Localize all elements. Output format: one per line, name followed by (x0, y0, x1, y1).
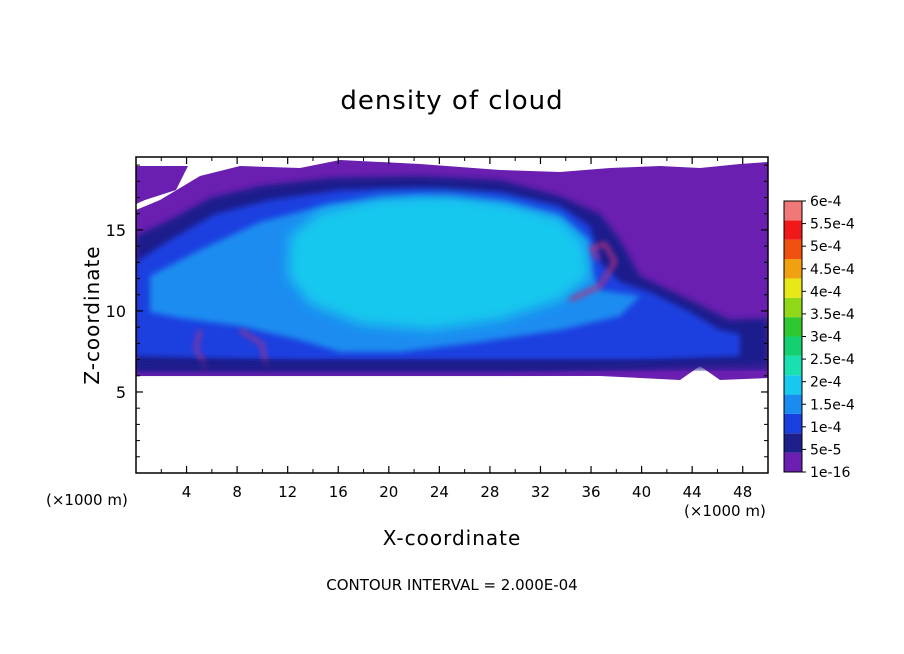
x-tick-label: 16 (329, 483, 348, 501)
colorbar-label: 4e-4 (810, 284, 842, 300)
x-tick-label: 40 (632, 483, 651, 501)
y-tick-label: 5 (116, 383, 126, 402)
colorbar-label: 4.5e-4 (810, 262, 855, 278)
y-tick-label: 10 (106, 302, 126, 321)
x-tick-label: 44 (683, 483, 702, 501)
x-units-label-right: (×1000 m) (684, 502, 766, 520)
colorbar-swatch (784, 433, 802, 453)
colorbar-label: 5e-4 (810, 239, 842, 255)
colorbar-swatch (784, 452, 802, 472)
colorbar-swatch (784, 239, 802, 260)
swirl-right (569, 241, 618, 302)
colorbar-label: 1e-4 (810, 420, 842, 436)
x-tick-label: 20 (379, 483, 398, 501)
colorbar-label: 3e-4 (810, 330, 842, 346)
density-field (136, 160, 768, 380)
colorbar-swatch (784, 375, 802, 395)
x-units-label-left: (×1000 m) (46, 491, 128, 509)
cloud-base-streak (136, 360, 768, 370)
chart-title: density of cloud (340, 86, 564, 116)
contour-interval-note: CONTOUR INTERVAL = 2.000E-04 (326, 576, 578, 594)
colorbar-label: 5e-5 (810, 442, 841, 458)
x-tick-label: 12 (278, 483, 297, 501)
colorbar-swatch (784, 259, 802, 279)
colorbar-swatch (784, 317, 802, 337)
y-tick-label: 15 (106, 221, 126, 240)
colorbar-label: 2.5e-4 (810, 352, 855, 368)
colorbar-swatch (784, 201, 802, 221)
colorbar-label: 2e-4 (810, 375, 842, 391)
colorbar-label: 1e-16 (810, 465, 850, 481)
x-axis-label: X-coordinate (382, 526, 522, 550)
colorbar-label: 6e-4 (810, 194, 842, 210)
x-tick-label: 4 (182, 483, 192, 501)
x-tick-label: 24 (430, 483, 449, 501)
colorbar-swatch (784, 355, 802, 376)
y-axis-label: Z-coordinate (80, 245, 104, 385)
colorbar-swatch (784, 220, 802, 240)
plot-frame (135, 156, 769, 474)
x-tick-label: 48 (733, 483, 752, 501)
x-axis-ticks: 4 8 12 16 20 24 28 32 36 40 44 48 (160, 157, 752, 501)
x-tick-label: 32 (531, 483, 550, 501)
colorbar-label: 1.5e-4 (810, 397, 855, 413)
colorbar-swatch (784, 336, 802, 356)
colorbar-swatch (784, 413, 802, 434)
x-tick-label: 28 (480, 483, 499, 501)
colorbar-label: 5.5e-4 (810, 217, 855, 233)
colorbar-swatch (784, 394, 802, 414)
cloud-cyan-core (288, 196, 590, 330)
colorbar-swatch (784, 297, 802, 318)
y-axis-ticks: 5 10 15 (106, 164, 768, 458)
colorbar-swatch (784, 278, 802, 298)
colorbar: 1e-16 5e-5 1e-4 1.5e-4 2e-4 2.5e-4 3e-4 3.5e-4 4… (783, 194, 855, 481)
x-tick-label: 36 (581, 483, 600, 501)
colorbar-label: 3.5e-4 (810, 307, 855, 323)
x-tick-label: 8 (232, 483, 242, 501)
